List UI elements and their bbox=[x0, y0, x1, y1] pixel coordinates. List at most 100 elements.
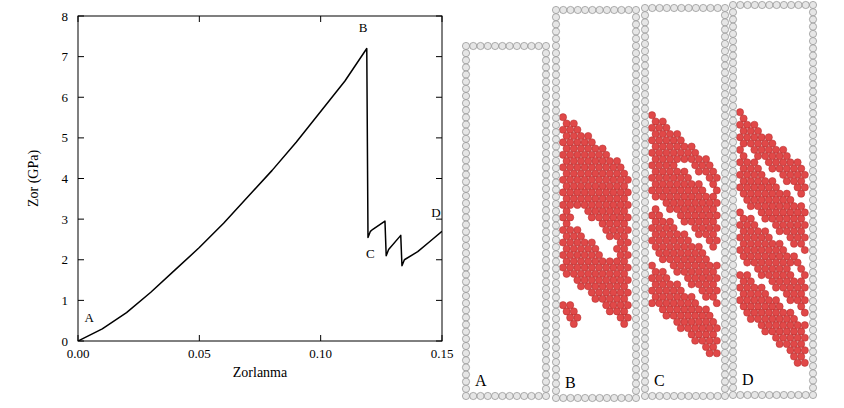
border-atom bbox=[809, 66, 816, 73]
red-atom bbox=[801, 171, 808, 178]
border-atom bbox=[729, 52, 736, 59]
border-atom bbox=[809, 211, 816, 218]
border-atom bbox=[574, 394, 581, 401]
red-atom bbox=[559, 239, 566, 246]
border-atom bbox=[462, 57, 469, 64]
red-atom bbox=[567, 214, 574, 221]
x-tick bbox=[442, 16, 443, 22]
red-atom bbox=[613, 308, 620, 315]
red-atom bbox=[772, 246, 779, 253]
border-atom bbox=[542, 164, 549, 171]
red-atom bbox=[762, 190, 769, 197]
border-atom bbox=[632, 57, 639, 64]
red-atom bbox=[603, 151, 610, 158]
red-atom bbox=[684, 174, 691, 181]
red-atom bbox=[688, 155, 695, 162]
snapshot-panel: A bbox=[462, 42, 549, 399]
red-atom bbox=[798, 353, 805, 360]
red-atom bbox=[783, 165, 790, 172]
border-atom bbox=[552, 78, 559, 85]
border-atom bbox=[729, 305, 736, 312]
border-atom bbox=[542, 371, 549, 378]
red-atom bbox=[699, 249, 706, 256]
border-atom bbox=[809, 189, 816, 196]
border-atom bbox=[542, 335, 549, 342]
border-atom bbox=[552, 136, 559, 143]
border-atom bbox=[552, 301, 559, 308]
red-atom bbox=[776, 190, 783, 197]
border-atom bbox=[809, 269, 816, 276]
border-atom bbox=[721, 76, 728, 83]
border-atom bbox=[552, 294, 559, 301]
red-atom bbox=[772, 259, 779, 266]
border-atom bbox=[552, 287, 559, 294]
red-atom bbox=[744, 221, 751, 228]
red-atom bbox=[610, 176, 617, 183]
red-atom bbox=[595, 201, 602, 208]
red-atom bbox=[559, 164, 566, 171]
red-atom bbox=[574, 264, 581, 271]
border-atom bbox=[462, 207, 469, 214]
border-atom bbox=[641, 249, 648, 256]
red-atom bbox=[747, 290, 754, 297]
border-atom bbox=[470, 392, 477, 399]
red-atom bbox=[677, 237, 684, 244]
red-atom bbox=[606, 195, 613, 202]
y-tick bbox=[436, 341, 442, 342]
red-atom bbox=[783, 328, 790, 335]
red-atom bbox=[606, 258, 613, 265]
red-atom bbox=[772, 284, 779, 291]
red-atom bbox=[670, 224, 677, 231]
border-atom bbox=[729, 384, 736, 391]
red-atom bbox=[648, 162, 655, 169]
border-atom bbox=[632, 279, 639, 286]
red-atom bbox=[699, 212, 706, 219]
border-atom bbox=[542, 364, 549, 371]
border-atom bbox=[542, 307, 549, 314]
red-atom bbox=[798, 303, 805, 310]
red-atom bbox=[769, 240, 776, 247]
border-atom bbox=[462, 292, 469, 299]
border-atom bbox=[721, 55, 728, 62]
border-atom bbox=[809, 81, 816, 88]
border-atom bbox=[632, 28, 639, 35]
border-atom bbox=[462, 342, 469, 349]
border-atom bbox=[641, 141, 648, 148]
red-atom bbox=[692, 300, 699, 307]
red-atom bbox=[740, 240, 747, 247]
red-atom bbox=[610, 189, 617, 196]
border-atom bbox=[809, 254, 816, 261]
red-atom bbox=[790, 315, 797, 322]
figure: 0.000.050.100.15012345678ZorlanmaZor (GP… bbox=[0, 0, 844, 408]
red-atom bbox=[751, 146, 758, 153]
red-atom bbox=[751, 121, 758, 128]
border-atom bbox=[641, 198, 648, 205]
border-atom bbox=[632, 208, 639, 215]
border-atom bbox=[721, 306, 728, 313]
red-atom bbox=[585, 195, 592, 202]
border-atom bbox=[751, 391, 758, 398]
red-atom bbox=[710, 181, 717, 188]
red-atom bbox=[681, 155, 688, 162]
border-atom bbox=[809, 261, 816, 268]
red-atom bbox=[787, 284, 794, 291]
red-atom bbox=[769, 278, 776, 285]
red-atom bbox=[787, 309, 794, 316]
red-atom bbox=[603, 176, 610, 183]
red-atom bbox=[652, 118, 659, 125]
border-atom bbox=[632, 129, 639, 136]
red-atom bbox=[706, 199, 713, 206]
red-atom bbox=[595, 264, 602, 271]
red-atom bbox=[787, 259, 794, 266]
border-atom bbox=[641, 378, 648, 385]
red-atom bbox=[588, 176, 595, 183]
red-atom bbox=[585, 208, 592, 215]
border-atom bbox=[809, 23, 816, 30]
border-atom bbox=[552, 229, 559, 236]
border-atom bbox=[499, 42, 506, 49]
red-atom bbox=[613, 183, 620, 190]
border-atom bbox=[721, 148, 728, 155]
red-atom bbox=[613, 208, 620, 215]
border-atom bbox=[632, 136, 639, 143]
border-atom bbox=[632, 150, 639, 157]
